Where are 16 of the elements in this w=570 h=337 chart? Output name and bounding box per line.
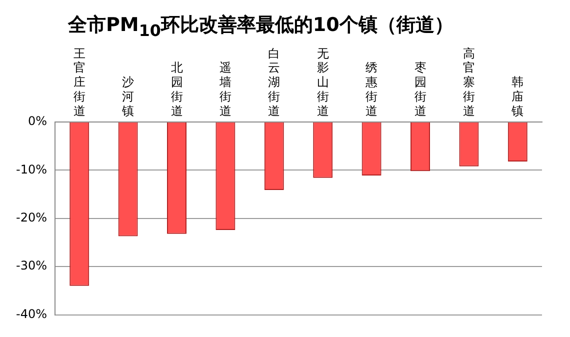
y-tick-label: -30% xyxy=(16,258,47,273)
y-tick-label: -20% xyxy=(16,210,47,225)
x-tick-label: 遥墙街道 xyxy=(218,60,232,118)
x-tick-label: 王官庄街道 xyxy=(73,46,86,118)
chart-title: 全市PM$_{10}$环比改善率最低的10个镇（街道） xyxy=(66,13,454,40)
x-tick-label: 沙河镇 xyxy=(121,75,134,118)
x-tick-label: 韩庙镇 xyxy=(510,75,524,118)
x-tick-label: 无影山街道 xyxy=(316,46,329,118)
y-tick-label: 0% xyxy=(28,114,47,128)
x-tick-label: 枣园街道 xyxy=(414,60,426,118)
x-tick-label: 北园街道 xyxy=(170,60,183,118)
x-tick-label: 高官寨街道 xyxy=(462,46,475,118)
y-tick-label: -40% xyxy=(16,306,47,321)
x-tick-label: 白云湖街道 xyxy=(268,46,280,118)
y-tick-label: -10% xyxy=(16,162,47,176)
x-tick-label: 绣惠街道 xyxy=(364,60,378,118)
